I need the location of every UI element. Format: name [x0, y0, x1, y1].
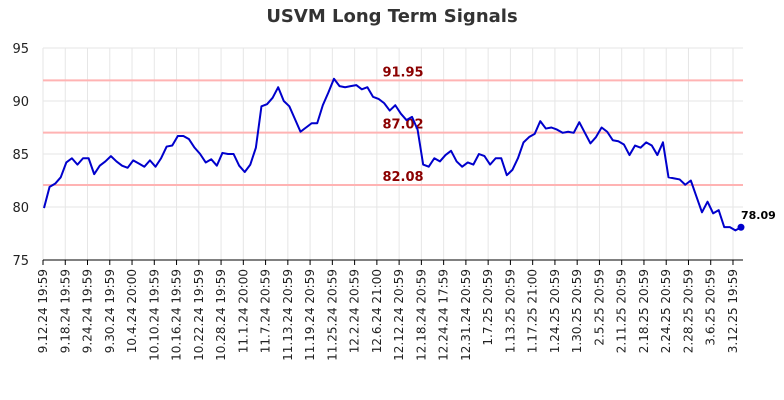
x-tick-label: 11.19.24 20:59: [303, 269, 317, 361]
x-tick-label: 9.12.24 19:59: [36, 269, 50, 353]
last-value-marker: [737, 223, 745, 231]
x-tick-label: 9.18.24 19:59: [58, 269, 72, 353]
last-value-label: 78.09: [741, 209, 776, 222]
x-tick-label: 10.10.24 19:59: [147, 269, 161, 361]
x-tick-label: 12.24.24 17:59: [437, 269, 451, 361]
x-tick-label: 12.6.24 21:00: [370, 269, 384, 353]
x-tick-label: 11.25.24 20:59: [325, 269, 339, 361]
y-tick-label: 80: [12, 201, 29, 216]
x-tick-label: 10.4.24 20:00: [125, 269, 139, 353]
x-tick-label: 10.16.24 19:59: [170, 269, 184, 361]
x-tick-label: 12.18.24 20:59: [414, 269, 428, 361]
chart-title: USVM Long Term Signals: [266, 6, 518, 27]
x-tick-label: 1.7.25 20:59: [481, 269, 495, 346]
signal-level-label: 82.08: [382, 170, 423, 185]
x-tick-label: 2.18.25 20:59: [637, 269, 651, 353]
x-tick-label: 12.2.24 20:59: [348, 269, 362, 353]
x-tick-label: 11.13.24 20:59: [281, 269, 295, 361]
x-tick-label: 2.24.25 20:59: [659, 269, 673, 353]
x-tick-label: 12.31.24 20:59: [459, 269, 473, 361]
y-tick-label: 85: [12, 148, 29, 163]
price-series-line: [43, 77, 742, 232]
x-tick-label: 11.1.24 20:00: [236, 269, 250, 353]
y-tick-label: 75: [12, 254, 29, 269]
x-tick-label: 1.13.25 20:59: [503, 269, 517, 353]
x-tick-label: 9.30.24 19:59: [103, 269, 117, 353]
x-tick-label: 12.12.24 20:59: [392, 269, 406, 361]
x-tick-label: 3.6.25 20:59: [704, 269, 718, 346]
x-tick-label: 1.17.25 21:00: [526, 269, 540, 353]
x-tick-label: 2.5.25 20:59: [592, 269, 606, 346]
x-tick-label: 3.12.25 19:59: [726, 269, 740, 353]
signal-level-label: 91.95: [382, 65, 423, 80]
x-tick-label: 9.24.24 19:59: [81, 269, 95, 353]
x-tick-label: 2.11.25 20:59: [615, 269, 629, 353]
x-tick-label: 1.30.25 20:59: [570, 269, 584, 353]
x-tick-label: 1.24.25 20:59: [548, 269, 562, 353]
x-tick-label: 11.7.24 20:59: [259, 269, 273, 353]
x-tick-label: 10.28.24 19:59: [214, 269, 228, 361]
x-tick-label: 10.22.24 19:59: [192, 269, 206, 361]
y-tick-label: 90: [12, 95, 29, 110]
x-tick-label: 2.28.25 20:59: [681, 269, 695, 353]
y-tick-label: 95: [12, 42, 29, 57]
